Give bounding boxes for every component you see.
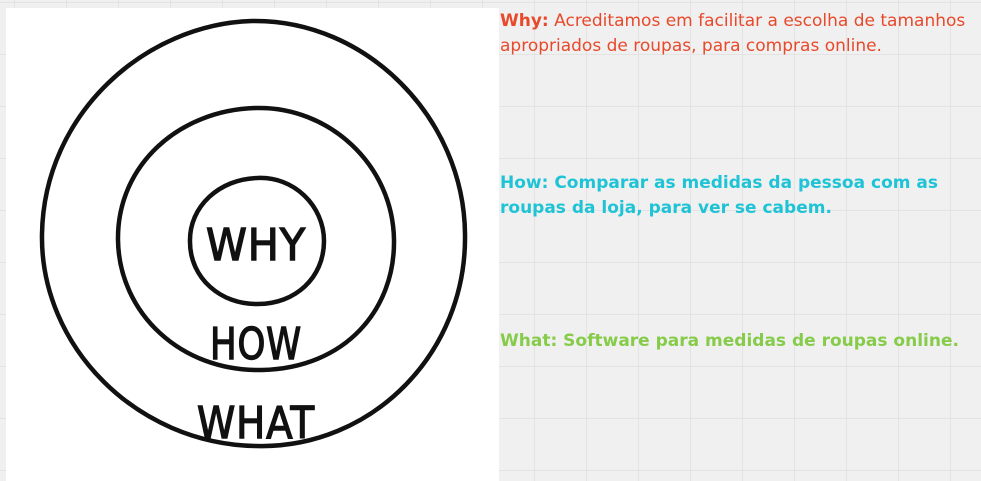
middle-ring-how [115,105,397,373]
why-note-label: Why: [500,11,549,31]
golden-circle-image: WHY HOW WHAT [6,8,499,481]
why-note-text: Acreditamos em facilitar a escolha de ta… [500,11,966,56]
golden-circle-diagram: WHY HOW WHAT [39,18,468,450]
how-note: How: Comparar as medidas da pessoa com a… [500,173,938,218]
ring-label-what: WHAT [197,398,315,449]
ring-label-why: WHY [206,220,306,271]
inner-ring-why [187,175,327,307]
what-note: What: Software para medidas de roupas on… [500,331,959,351]
ring-label-how: HOW [210,319,302,370]
outer-ring-what [39,18,468,449]
why-note: Why: Acreditamos em facilitar a escolha … [500,9,976,59]
